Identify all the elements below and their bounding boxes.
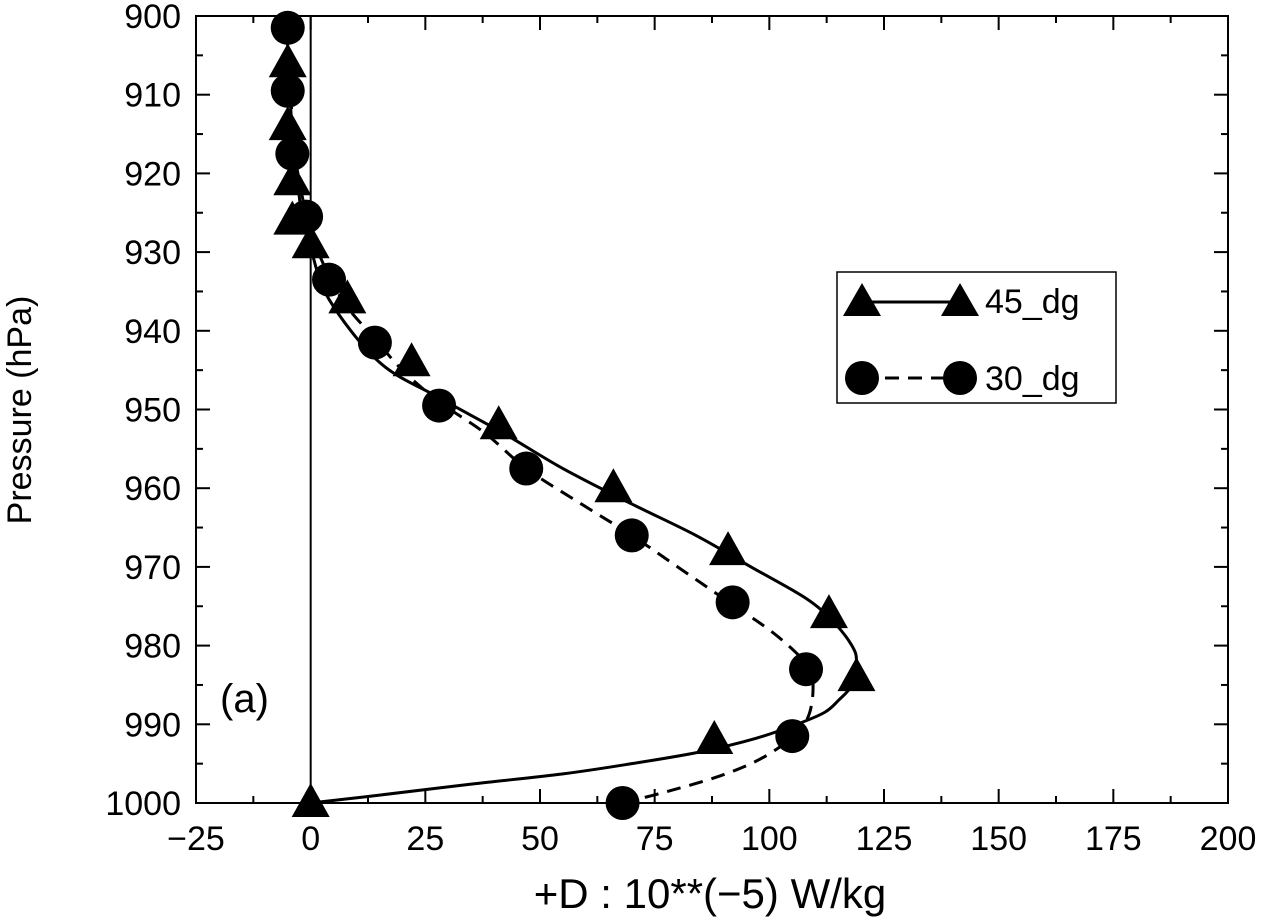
- legend-marker-30-dg-right: [943, 361, 977, 395]
- data-point-45-dg: [268, 106, 307, 141]
- series-30-dg: [270, 10, 824, 820]
- data-point-30-dg: [614, 518, 649, 553]
- data-point-45-dg: [392, 342, 431, 377]
- data-point-45-dg: [328, 279, 367, 314]
- data-point-30-dg: [789, 652, 824, 687]
- data-point-45-dg: [479, 405, 518, 440]
- series-line-45-dg: [286, 39, 858, 805]
- data-point-30-dg: [775, 719, 810, 754]
- x-tick-label: 150: [970, 820, 1027, 858]
- y-tick-label: 920: [124, 155, 181, 193]
- x-tick-label: 0: [301, 820, 320, 858]
- data-point-30-dg: [509, 451, 544, 486]
- legend-marker-30-dg-left: [845, 361, 879, 395]
- x-tick-labels: −25 0 25 50 75 100 125 150 175 200: [167, 820, 1256, 858]
- y-tick-label: 930: [124, 234, 181, 272]
- data-point-45-dg: [695, 720, 734, 755]
- data-point-30-dg: [312, 262, 347, 297]
- y-tick-label: 940: [124, 313, 181, 351]
- data-point-45-dg: [273, 161, 312, 196]
- data-point-30-dg: [357, 325, 392, 360]
- data-point-45-dg: [291, 783, 330, 817]
- data-point-45-dg: [291, 224, 330, 259]
- y-tick-label: 900: [124, 0, 181, 36]
- data-point-30-dg: [270, 73, 305, 108]
- axis-ticks: [195, 15, 1229, 804]
- data-point-30-dg: [270, 10, 305, 45]
- data-point-45-dg: [709, 531, 748, 566]
- data-point-30-dg: [289, 199, 324, 234]
- data-point-30-dg: [715, 585, 750, 620]
- data-point-30-dg: [422, 388, 457, 423]
- plot-frame: [195, 15, 1229, 804]
- x-tick-label: 200: [1200, 820, 1257, 858]
- x-tick-label: 100: [741, 820, 798, 858]
- data-point-30-dg: [275, 136, 310, 171]
- y-tick-label: 1000: [105, 785, 181, 823]
- legend-marker-45-dg-left: [843, 283, 881, 316]
- legend-entry-45-dg: 45_dg: [843, 283, 1080, 321]
- y-tick-label: 910: [124, 77, 181, 115]
- x-tick-label: 175: [1085, 820, 1142, 858]
- legend-entry-30-dg: 30_dg: [845, 360, 1080, 398]
- series-45-dg: [268, 39, 876, 817]
- data-point-45-dg: [594, 468, 633, 503]
- series-layer: [268, 10, 876, 820]
- y-tick-label: 980: [124, 628, 181, 666]
- y-axis-title: Pressure (hPa): [1, 296, 39, 525]
- x-tick-label: −25: [167, 820, 225, 858]
- y-tick-label: 960: [124, 470, 181, 508]
- x-tick-label: 125: [856, 820, 913, 858]
- data-point-45-dg: [809, 594, 848, 629]
- legend: 45_dg 30_dg: [836, 271, 1117, 404]
- x-tick-label: 25: [406, 820, 444, 858]
- series-line-30-dg: [286, 39, 815, 805]
- legend-marker-45-dg-right: [941, 283, 979, 316]
- data-point-45-dg: [837, 657, 876, 692]
- panel-label: (a): [220, 677, 269, 721]
- legend-label-30-dg: 30_dg: [985, 360, 1080, 398]
- legend-label-45-dg: 45_dg: [985, 283, 1080, 321]
- x-axis-title: +D : 10**(−5) W/kg: [534, 870, 886, 917]
- y-tick-label: 970: [124, 549, 181, 587]
- y-tick-labels: 900 910 920 930 940 950 960 970 980 990 1000: [105, 0, 181, 823]
- x-tick-label: 50: [521, 820, 559, 858]
- y-tick-label: 990: [124, 706, 181, 744]
- y-tick-label: 950: [124, 392, 181, 430]
- x-tick-label: 75: [636, 820, 674, 858]
